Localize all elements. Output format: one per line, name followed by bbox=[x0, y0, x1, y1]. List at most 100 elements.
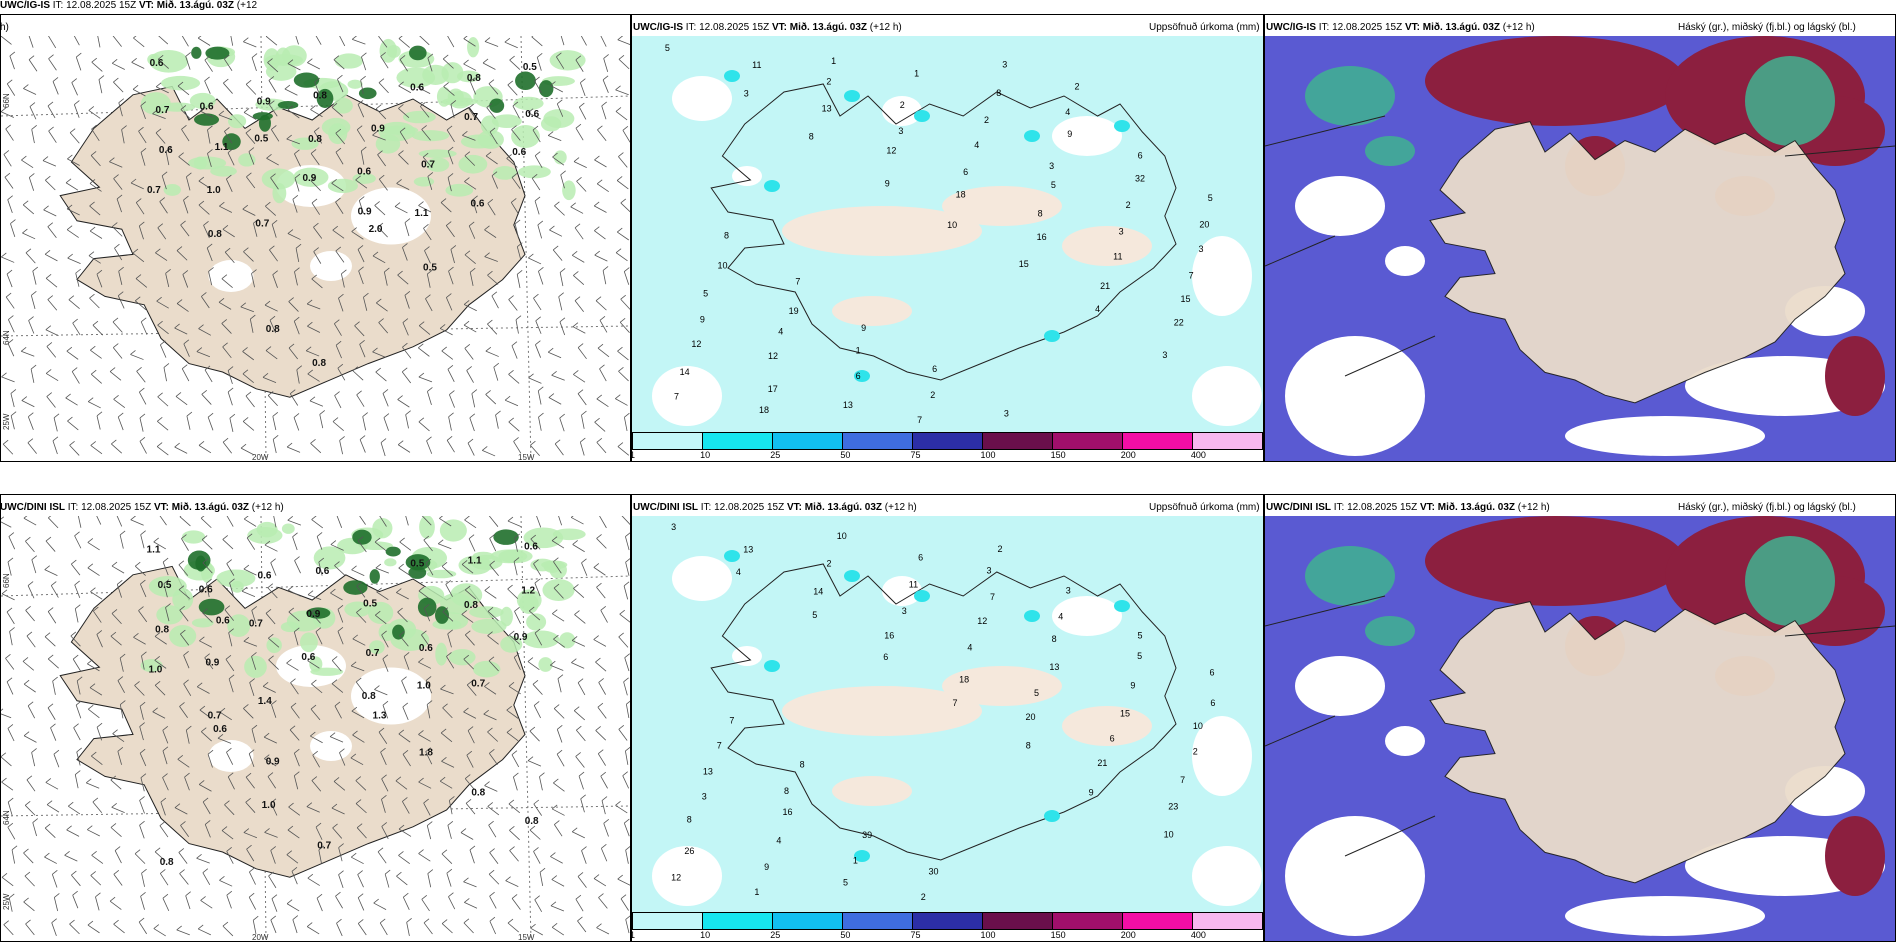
wind-barb bbox=[89, 297, 100, 309]
wind-barb-flag bbox=[440, 198, 447, 203]
wind-barb-flag bbox=[313, 247, 319, 252]
wind-barb bbox=[44, 569, 58, 576]
wind-barb-flag bbox=[329, 732, 336, 737]
wind-barb bbox=[43, 209, 57, 217]
wind-barb-flag bbox=[484, 37, 491, 42]
wind-barb bbox=[31, 559, 37, 574]
wind-barb-flag bbox=[287, 229, 294, 234]
wind-barb bbox=[572, 544, 585, 553]
wind-barb bbox=[249, 871, 256, 885]
wind-barb-flag bbox=[6, 79, 13, 85]
wind-barb-flag bbox=[335, 147, 342, 153]
wind-barb-flag bbox=[314, 127, 320, 132]
wind-barb-flag bbox=[117, 676, 124, 681]
wind-barb-flag bbox=[222, 342, 228, 348]
wind-barb bbox=[112, 321, 123, 333]
wind-barb-flag bbox=[204, 820, 211, 825]
wind-barb-flag bbox=[509, 630, 515, 636]
wind-barb bbox=[448, 270, 454, 285]
wind-barb bbox=[530, 538, 541, 550]
wind-barb-flag bbox=[603, 819, 609, 824]
wind-barb-flag bbox=[489, 749, 495, 754]
wind-barb bbox=[528, 377, 542, 384]
colorbar-segment bbox=[1053, 913, 1123, 929]
wind-barb-flag bbox=[418, 730, 424, 735]
precip-heavy-spot bbox=[724, 550, 740, 562]
wind-barb-flag bbox=[114, 243, 120, 249]
wind-barb-flag bbox=[116, 194, 123, 200]
wind-barb-flag bbox=[622, 771, 628, 777]
wind-barb bbox=[418, 590, 431, 600]
wind-barb bbox=[27, 416, 34, 430]
wind-barb-flag bbox=[159, 821, 166, 826]
wind-barb bbox=[294, 560, 301, 574]
wind-barb bbox=[450, 249, 455, 264]
wind-barb-flag bbox=[398, 729, 405, 735]
wind-barb-flag bbox=[423, 798, 429, 804]
wind-barb bbox=[263, 736, 277, 744]
wind-barb-flag bbox=[240, 302, 247, 308]
precip-right-label-bottom: Uppsöfnuð úrkoma (mm) bbox=[1149, 502, 1260, 513]
wind-title-bottom: UWC/DINI ISL IT: 12.08.2025 15Z VT: Mið.… bbox=[0, 502, 284, 514]
wind-barb bbox=[512, 105, 520, 119]
wind-barb-flag bbox=[469, 413, 476, 419]
wind-barb-flag bbox=[332, 823, 338, 829]
wind-barb-flag bbox=[615, 394, 621, 399]
wind-barb bbox=[23, 88, 37, 95]
wind-barb-flag bbox=[378, 174, 385, 180]
wind-barb bbox=[378, 36, 388, 48]
precip-value-label: 5 bbox=[1137, 631, 1142, 641]
wind-barb-flag bbox=[468, 534, 475, 539]
wind-barb-flag bbox=[47, 654, 54, 660]
wind-barb bbox=[87, 567, 100, 576]
wind-barb bbox=[527, 112, 541, 120]
wind-barb bbox=[355, 179, 368, 189]
wind-barb-flag bbox=[121, 125, 127, 130]
gust-area bbox=[333, 97, 353, 114]
wind-barb bbox=[516, 246, 522, 261]
wind-barb bbox=[11, 849, 16, 864]
wind-barb-flag bbox=[595, 726, 601, 731]
precip-value-label: 3 bbox=[1119, 226, 1124, 236]
wind-barb-flag bbox=[199, 636, 205, 642]
wind-barb-flag bbox=[175, 392, 182, 397]
wind-barb-flag bbox=[248, 749, 255, 754]
gust-value-label: 1.4 bbox=[258, 696, 272, 707]
wind-barb-flag bbox=[402, 243, 408, 248]
wind-barb bbox=[506, 709, 519, 719]
wind-barb bbox=[198, 328, 212, 336]
wind-barb bbox=[93, 610, 102, 623]
wind-barb bbox=[418, 421, 430, 432]
glacier bbox=[351, 187, 431, 245]
wind-barb-flag bbox=[464, 516, 470, 521]
wind-barb-flag bbox=[404, 290, 411, 296]
wind-barb bbox=[465, 802, 476, 815]
wind-barb-flag bbox=[461, 610, 468, 615]
lead-time: (+12 h) bbox=[884, 502, 917, 513]
wind-barb-flag bbox=[571, 658, 577, 663]
wind-barb bbox=[489, 921, 497, 935]
wind-barb bbox=[47, 299, 58, 311]
wind-barb bbox=[463, 881, 477, 888]
wind-barb-flag bbox=[289, 725, 296, 731]
gust-area-strong bbox=[343, 580, 368, 595]
wind-barb bbox=[165, 607, 170, 622]
wind-barb-flag bbox=[401, 676, 407, 682]
wind-barb-flag bbox=[27, 438, 34, 444]
wind-barb bbox=[376, 591, 389, 601]
wind-barb-flag bbox=[380, 747, 386, 753]
clear-sky-area bbox=[1385, 246, 1425, 276]
wind-barb-flag bbox=[531, 174, 538, 179]
colorbar-segment bbox=[703, 913, 773, 929]
gust-area bbox=[439, 519, 467, 542]
wind-barb bbox=[307, 303, 321, 310]
wind-barb bbox=[399, 131, 408, 144]
wind-barb bbox=[307, 325, 321, 333]
precip-value-label: 3 bbox=[1066, 585, 1071, 595]
wind-barb-flag bbox=[88, 251, 95, 256]
wind-barb-flag bbox=[441, 562, 448, 567]
wind-barb bbox=[95, 896, 100, 911]
wind-barb-flag bbox=[357, 870, 363, 875]
wind-barb-flag bbox=[222, 437, 229, 443]
wind-barb bbox=[595, 730, 607, 741]
